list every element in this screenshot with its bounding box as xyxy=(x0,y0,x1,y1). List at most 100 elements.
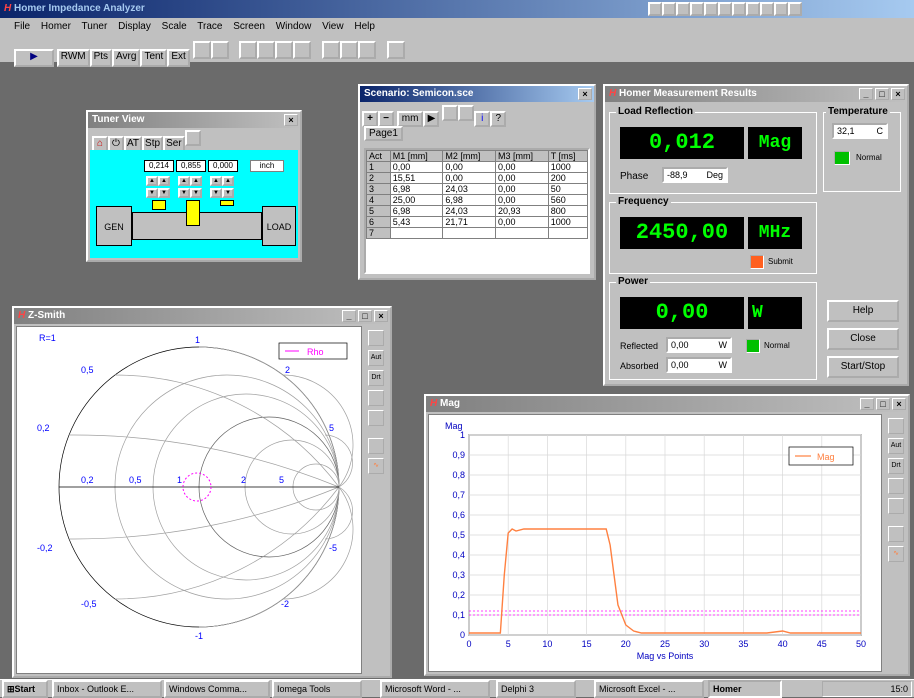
smith-layout-icon[interactable] xyxy=(368,410,384,426)
quick-icon-3[interactable] xyxy=(676,2,690,16)
task-word[interactable]: Microsoft Word - ... xyxy=(380,680,490,698)
copy-icon[interactable] xyxy=(293,41,312,59)
menu-trace[interactable]: Trace xyxy=(197,21,223,32)
grid-cell[interactable] xyxy=(442,227,497,239)
help-scenario-icon[interactable]: ? xyxy=(490,111,507,127)
table-row[interactable]: 7 xyxy=(366,227,589,239)
task-iomega[interactable]: Iomega Tools xyxy=(272,680,362,698)
mag-max-button[interactable]: □ xyxy=(876,398,890,410)
print-icon[interactable] xyxy=(386,41,405,59)
task-homer[interactable]: Homer xyxy=(708,680,782,698)
ext-button[interactable]: Ext xyxy=(167,49,190,67)
chart-icon[interactable] xyxy=(275,41,294,59)
grid-cell[interactable]: 0,00 xyxy=(495,161,549,173)
menu-window[interactable]: Window xyxy=(275,21,312,32)
grid-cell[interactable]: 0,00 xyxy=(495,216,549,228)
tab-page1[interactable]: Page1 xyxy=(364,126,403,141)
grid-cell[interactable]: 1000 xyxy=(547,161,589,173)
smith-drt-button[interactable]: Drt xyxy=(368,370,384,386)
remove-step-button[interactable]: − xyxy=(378,111,394,127)
start-stop-button[interactable]: Start/Stop xyxy=(827,356,899,378)
layout-icon-2[interactable] xyxy=(340,41,359,59)
smith-grid-icon[interactable] xyxy=(368,390,384,406)
mag-trace-icon[interactable]: ∿ xyxy=(888,546,904,562)
grid-cell[interactable]: 25,00 xyxy=(389,194,444,206)
grid-cell[interactable]: 0,00 xyxy=(495,194,549,206)
smith-trace-icon[interactable]: ∿ xyxy=(368,458,384,474)
start-button[interactable]: ⊞Start xyxy=(2,680,48,698)
quick-icon-7[interactable] xyxy=(732,2,746,16)
task-excel[interactable]: Microsoft Excel - ... xyxy=(594,680,704,698)
table-row[interactable]: 1 0,00 0,00 0,00 1000 xyxy=(366,161,589,173)
grid-cell[interactable]: 0,00 xyxy=(389,161,444,173)
smith-close-button[interactable]: × xyxy=(374,310,388,322)
results-max-button[interactable]: □ xyxy=(875,88,889,100)
play-scenario-icon[interactable]: ▶ xyxy=(423,111,440,127)
task-outlook[interactable]: Inbox - Outlook E... xyxy=(52,680,162,698)
menu-screen[interactable]: Screen xyxy=(233,21,265,32)
table-row[interactable]: 3 6,98 24,03 0,00 50 xyxy=(366,183,589,195)
quick-icon-8[interactable] xyxy=(746,2,760,16)
mag-table-icon[interactable] xyxy=(888,418,904,434)
grid-cell[interactable]: 800 xyxy=(547,205,589,217)
grid-cell[interactable]: 1000 xyxy=(547,216,589,228)
avrg-button[interactable]: Avrg xyxy=(112,49,141,67)
task-delphi[interactable]: Delphi 3 xyxy=(496,680,576,698)
smith-max-button[interactable]: □ xyxy=(358,310,372,322)
help-button[interactable]: Help xyxy=(827,300,899,322)
smith-min-button[interactable]: _ xyxy=(342,310,356,322)
menu-file[interactable]: File xyxy=(14,21,31,32)
unit-mm-button[interactable]: mm xyxy=(396,111,424,127)
quick-icon-6[interactable] xyxy=(718,2,732,16)
save-scenario-icon[interactable] xyxy=(458,105,475,121)
menu-help[interactable]: Help xyxy=(354,21,375,32)
table-row[interactable]: 2 15,51 0,00 0,00 200 xyxy=(366,172,589,184)
quick-icon-5[interactable] xyxy=(704,2,718,16)
grid-cell[interactable]: 6,98 xyxy=(389,183,444,195)
add-step-button[interactable]: + xyxy=(362,111,378,127)
mag-grid-icon[interactable] xyxy=(888,478,904,494)
save-icon[interactable] xyxy=(239,41,258,59)
task-windows-commander[interactable]: Windows Comma... xyxy=(164,680,270,698)
menu-view[interactable]: View xyxy=(322,21,344,32)
grid-cell[interactable] xyxy=(495,227,549,239)
grid-cell[interactable]: 0,00 xyxy=(442,172,497,184)
grid-cell[interactable]: 200 xyxy=(547,172,589,184)
layout-icon-1[interactable] xyxy=(322,41,341,59)
grid-cell[interactable]: 50 xyxy=(547,183,589,195)
menu-tuner[interactable]: Tuner xyxy=(81,21,108,32)
table-row[interactable]: 4 25,00 6,98 0,00 560 xyxy=(366,194,589,206)
smith-aut-button[interactable]: Aut xyxy=(368,350,384,366)
mag-min-button[interactable]: _ xyxy=(860,398,874,410)
table-row[interactable]: 5 6,98 24,03 20,93 800 xyxy=(366,205,589,217)
layout-icon-3[interactable] xyxy=(358,41,377,59)
quick-icon-10[interactable] xyxy=(774,2,788,16)
window-icon-1[interactable] xyxy=(192,41,211,59)
calc-icon[interactable] xyxy=(184,130,201,146)
grid-cell[interactable]: 6,98 xyxy=(442,194,497,206)
menu-homer[interactable]: Homer xyxy=(40,21,71,32)
stub-3-steppers[interactable]: ▲ ▲▼ ▼ xyxy=(210,174,236,198)
quick-icon-9[interactable] xyxy=(760,2,774,16)
results-close-button[interactable]: × xyxy=(891,88,905,100)
grid-cell[interactable]: 24,03 xyxy=(442,205,497,217)
grid-cell[interactable]: 15,51 xyxy=(389,172,444,184)
grid-cell[interactable]: 560 xyxy=(547,194,589,206)
mag-layout-icon[interactable] xyxy=(888,498,904,514)
quick-icon-1[interactable] xyxy=(648,2,662,16)
open-icon[interactable] xyxy=(442,105,459,121)
edit-icon[interactable] xyxy=(257,41,276,59)
rwm-button[interactable]: RWM xyxy=(56,49,90,67)
grid-cell[interactable]: 20,93 xyxy=(495,205,549,217)
window-icon-2[interactable] xyxy=(210,41,229,59)
grid-cell[interactable]: 0,00 xyxy=(442,161,497,173)
mag-export-icon[interactable] xyxy=(888,526,904,542)
tuner-close-button[interactable]: × xyxy=(284,114,298,126)
menu-scale[interactable]: Scale xyxy=(161,21,187,32)
close-button[interactable]: Close xyxy=(827,328,899,350)
mag-close-button[interactable]: × xyxy=(892,398,906,410)
stub-2-steppers[interactable]: ▲ ▲▼ ▼ xyxy=(178,174,204,198)
menu-display[interactable]: Display xyxy=(118,21,151,32)
grid-cell[interactable]: 6,98 xyxy=(389,205,444,217)
mag-drt-button[interactable]: Drt xyxy=(888,458,904,474)
